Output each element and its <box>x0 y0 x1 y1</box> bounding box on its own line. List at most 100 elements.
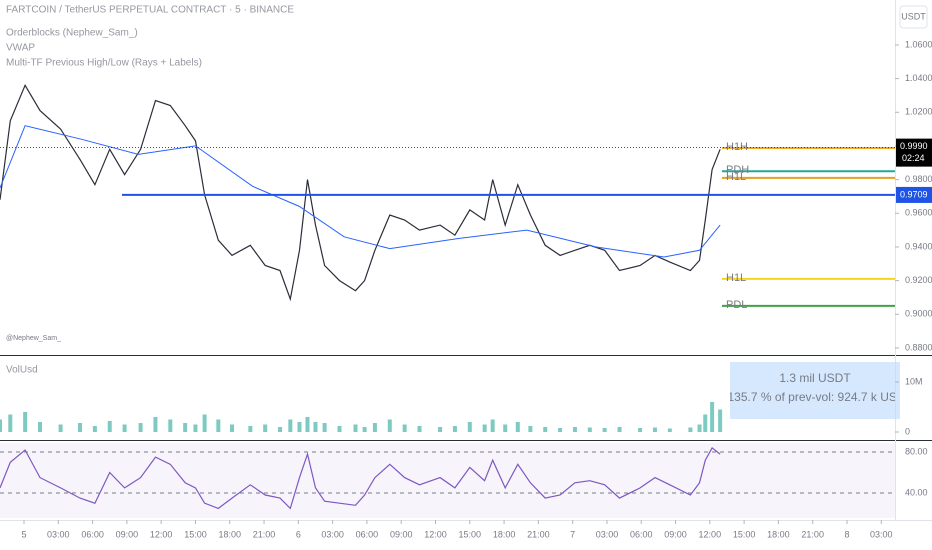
x-tick-label: 09:00 <box>390 529 413 539</box>
x-tick-label: 8 <box>844 529 849 539</box>
volume-bar <box>230 424 235 432</box>
volume-bar <box>482 424 487 432</box>
volume-bar <box>202 414 207 432</box>
level-label: H1L <box>726 171 746 183</box>
x-tick-label: 18:00 <box>767 529 790 539</box>
volume-bar <box>353 424 358 432</box>
y-tick-label: 0.9600 <box>905 208 932 218</box>
level-label: PDH <box>726 164 749 176</box>
volume-bar <box>452 426 457 432</box>
volume-bar <box>602 428 607 432</box>
level-label: PDL <box>726 299 747 311</box>
last-price-box <box>896 138 932 167</box>
volume-bar <box>467 422 472 432</box>
y-tick-label: 1.0400 <box>905 73 932 83</box>
volume-bar <box>58 424 63 432</box>
x-tick-label: 06:00 <box>356 529 379 539</box>
x-tick-label: 09:00 <box>664 529 687 539</box>
countdown: 02:24 <box>902 153 925 163</box>
volume-bar <box>92 426 97 432</box>
x-tick-label: 7 <box>570 529 575 539</box>
watermark: @Nephew_Sam_ <box>6 335 61 342</box>
x-tick-label: 03:00 <box>321 529 344 539</box>
price-line <box>0 446 721 510</box>
x-tick-label: 03:00 <box>596 529 619 539</box>
currency-label: USDT <box>901 11 926 21</box>
level-price-box <box>896 186 932 203</box>
y-tick-label: 0.9400 <box>905 241 932 251</box>
volume-bar <box>503 424 508 432</box>
volume-bar <box>372 423 377 432</box>
volume-bar <box>667 428 672 432</box>
volume-bar <box>617 427 622 432</box>
volume-bar <box>638 428 643 432</box>
x-tick-label: 15:00 <box>733 529 756 539</box>
x-tick-label: 18:00 <box>493 529 516 539</box>
volume-bar <box>216 419 221 432</box>
volume-bar <box>402 424 407 432</box>
level-label: H1H <box>726 141 748 153</box>
volume-bar <box>168 419 173 432</box>
y-tick-label: 0.9200 <box>905 275 932 285</box>
volume-bar <box>688 427 693 432</box>
indicator-name: Orderblocks (Nephew_Sam_) <box>6 28 138 39</box>
x-tick-label: 12:00 <box>150 529 173 539</box>
x-tick-label: 18:00 <box>218 529 241 539</box>
volume-bar <box>587 427 592 432</box>
x-tick-label: 03:00 <box>47 529 70 539</box>
y-tick-label: 1.0200 <box>905 107 932 117</box>
x-tick-label: 12:00 <box>424 529 447 539</box>
volume-bar <box>417 426 422 432</box>
x-tick-label: 21:00 <box>527 529 550 539</box>
volume-info: 1.3 mil USDT <box>779 371 851 385</box>
x-tick-label: 03:00 <box>870 529 893 539</box>
volume-bar <box>0 419 2 432</box>
x-tick-label: 15:00 <box>184 529 207 539</box>
volume-bar <box>652 427 657 432</box>
volume-bar <box>490 419 495 432</box>
volume-info: = 135.7 % of prev-vol: 924.7 k USDT <box>717 390 913 404</box>
x-tick-label: 15:00 <box>459 529 482 539</box>
volume-bar <box>153 417 158 432</box>
volume-bar <box>528 426 533 432</box>
price-line <box>0 83 721 302</box>
plot-area <box>0 83 723 510</box>
volume-bar <box>23 412 28 432</box>
level-price-label: 0.9709 <box>900 189 928 199</box>
volume-bar <box>248 426 253 432</box>
indicator-name: VWAP <box>6 43 35 54</box>
volume-bar <box>263 424 268 432</box>
x-tick-label: 21:00 <box>801 529 824 539</box>
volume-title: VolUsd <box>6 365 38 376</box>
x-tick-label: 21:00 <box>253 529 276 539</box>
indicator-line <box>0 125 721 258</box>
x-tick-label: 06:00 <box>81 529 104 539</box>
x-tick-label: 6 <box>296 529 301 539</box>
y-tick-label: 0.9000 <box>905 309 932 319</box>
volume-bar <box>288 419 293 432</box>
volume-bar <box>718 409 723 432</box>
volume-bar <box>322 423 327 432</box>
volume-bar <box>362 427 367 432</box>
y-tick-label: 0.9800 <box>905 174 932 184</box>
volume-bar <box>387 419 392 432</box>
volume-bar <box>558 428 563 432</box>
x-tick-label: 5 <box>21 529 26 539</box>
volume-bar <box>138 423 143 432</box>
volume-bar <box>183 423 188 432</box>
volume-bar <box>193 424 198 432</box>
currency-button[interactable] <box>899 5 928 29</box>
volume-info-box <box>730 362 900 419</box>
y-tick-label: 10M <box>905 376 923 386</box>
volume-bar <box>697 424 702 432</box>
y-tick-label: 40.00 <box>905 487 928 497</box>
last-price-label: 0.9990 <box>900 141 928 151</box>
volume-bar <box>313 422 318 432</box>
symbol-title: FARTCOIN / TetherUS PERPETUAL CONTRACT ·… <box>6 5 294 16</box>
volume-bar <box>337 426 342 432</box>
volume-bar <box>38 422 43 432</box>
volume-bar <box>710 402 715 432</box>
volume-bar <box>122 424 127 432</box>
volume-bar <box>78 423 83 432</box>
